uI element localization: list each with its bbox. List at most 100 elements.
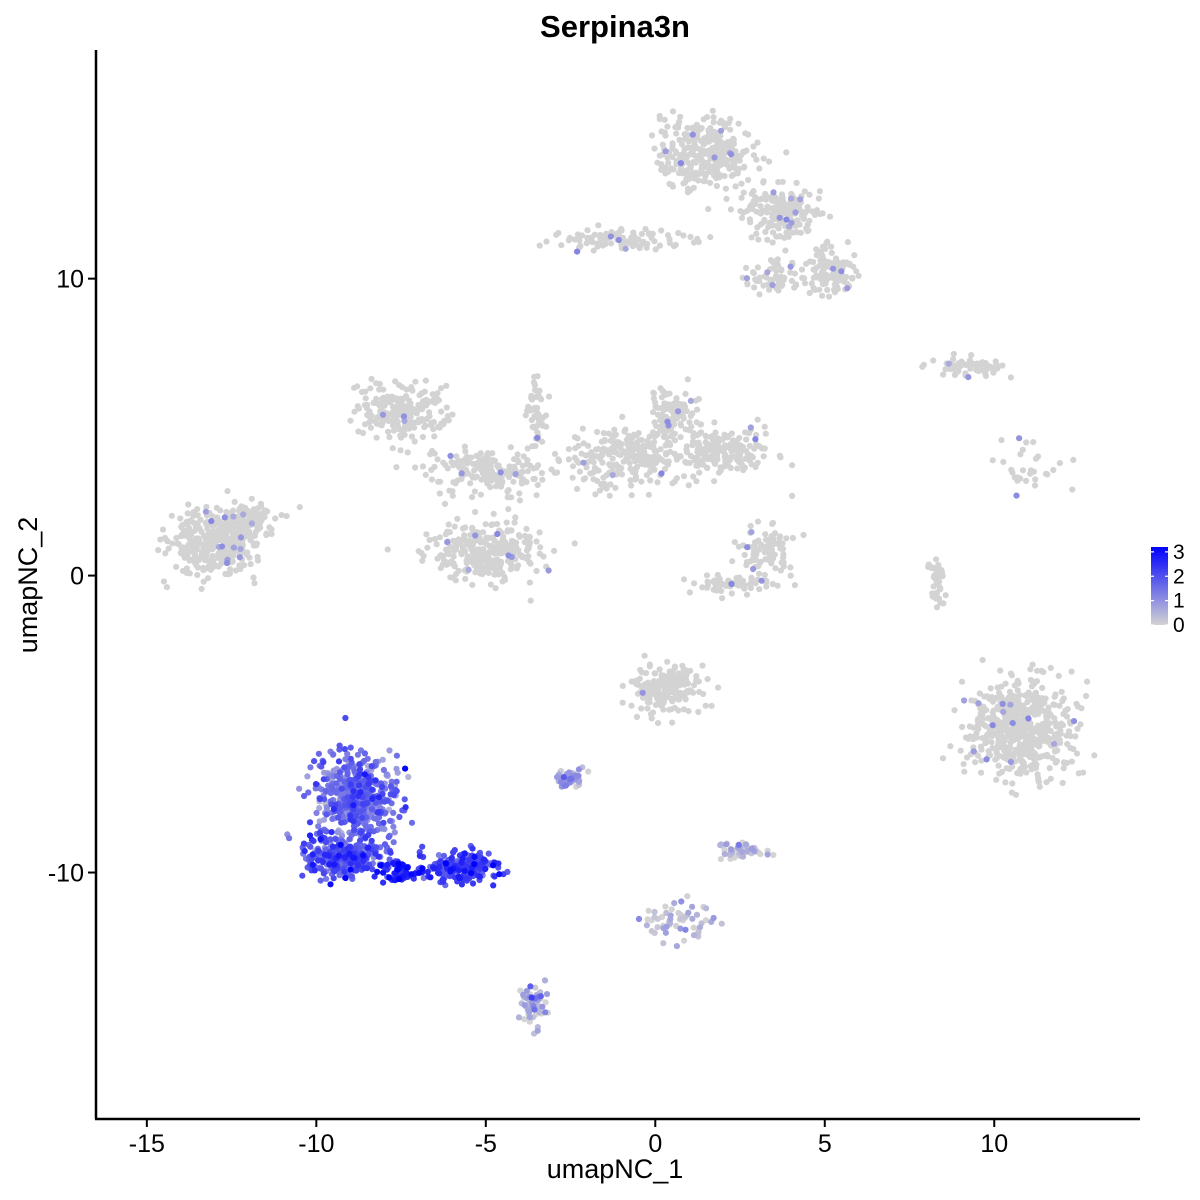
cell-point: [320, 870, 327, 877]
cell-point: [533, 492, 540, 499]
cell-point: [582, 452, 590, 459]
cell-point: [351, 768, 358, 775]
cell-point: [221, 525, 229, 532]
cell-point: [441, 500, 449, 507]
cell-point: [421, 388, 428, 395]
cell-point: [575, 766, 583, 773]
cell-point: [415, 419, 422, 426]
cell-point: [819, 292, 826, 299]
cell-point: [762, 430, 769, 437]
cell-point: [999, 700, 1006, 708]
cell-point: [962, 734, 970, 741]
cell-point: [518, 553, 525, 560]
cell-point: [491, 561, 498, 569]
cell-point: [717, 582, 724, 589]
cell-point: [678, 151, 685, 158]
cell-point: [580, 476, 587, 483]
cell-point: [436, 859, 443, 866]
cell-point: [717, 142, 724, 149]
cell-point: [530, 379, 538, 386]
cell-point: [838, 268, 845, 275]
cell-point: [467, 480, 474, 487]
cell-point: [789, 462, 796, 469]
cell-point: [397, 434, 405, 441]
cell-point: [1030, 751, 1038, 758]
cell-point: [741, 585, 748, 592]
cell-point: [479, 529, 487, 536]
cell-point: [344, 770, 351, 778]
cell-point: [351, 827, 358, 834]
cell-point: [379, 783, 386, 791]
cell-point: [579, 425, 586, 432]
cell-point: [266, 524, 273, 531]
cell-point: [664, 418, 671, 425]
cell-point: [690, 924, 697, 931]
cell-point: [588, 456, 596, 464]
cell-point: [521, 1002, 528, 1009]
cell-point: [844, 285, 851, 292]
cell-point: [658, 163, 666, 170]
cell-point: [436, 490, 443, 497]
cell-point: [672, 695, 679, 702]
cell-point: [342, 714, 349, 722]
cell-point: [403, 864, 411, 871]
cell-point: [227, 526, 234, 533]
cell-point: [939, 755, 947, 762]
cell-point: [745, 176, 752, 184]
cell-point: [407, 404, 414, 411]
cell-point: [1017, 451, 1024, 458]
cell-point: [718, 920, 725, 927]
cell-point: [665, 168, 672, 175]
chart-title: Serpina3n: [540, 9, 690, 44]
cell-point: [379, 756, 386, 763]
cell-point: [403, 386, 410, 393]
cell-point: [569, 474, 576, 481]
cell-point: [486, 543, 493, 550]
cell-point: [568, 775, 575, 782]
cell-point: [412, 378, 419, 385]
cell-point: [316, 805, 323, 812]
cell-point: [671, 450, 678, 457]
cell-point: [693, 673, 700, 680]
cell-point: [677, 160, 685, 167]
cell-point: [405, 773, 412, 781]
cell-point: [938, 567, 945, 574]
cell-point: [450, 537, 457, 544]
cell-point: [1014, 677, 1021, 685]
cell-point: [728, 151, 735, 158]
cell-point: [1070, 745, 1077, 753]
cell-point: [433, 541, 440, 548]
cell-point: [787, 269, 794, 276]
cell-point: [713, 182, 721, 190]
cell-point: [1059, 722, 1066, 729]
cell-point: [434, 424, 442, 431]
cell-point: [399, 396, 406, 403]
cell-point: [770, 189, 777, 196]
cell-point: [779, 178, 786, 185]
cell-point: [585, 236, 592, 243]
cell-point: [436, 863, 443, 871]
cell-point: [758, 577, 765, 584]
cell-point: [190, 539, 197, 547]
cell-point: [1008, 466, 1015, 473]
cell-point: [468, 494, 476, 501]
cell-point: [681, 681, 688, 688]
cell-point: [730, 140, 738, 147]
cell-point: [317, 877, 324, 884]
cell-point: [305, 789, 312, 796]
cell-point: [304, 773, 311, 780]
cell-point: [1038, 701, 1045, 709]
cell-point: [213, 504, 220, 511]
cell-point: [391, 414, 398, 421]
cell-point: [680, 415, 687, 422]
cell-point: [627, 452, 634, 460]
cell-point: [696, 469, 703, 476]
cell-point: [1040, 669, 1047, 676]
cell-point: [347, 417, 354, 424]
cell-point: [1012, 791, 1020, 798]
cell-point: [569, 463, 577, 470]
cell-point: [370, 399, 377, 406]
cell-point: [967, 365, 974, 372]
cell-point: [665, 458, 672, 465]
cell-point: [436, 870, 443, 877]
